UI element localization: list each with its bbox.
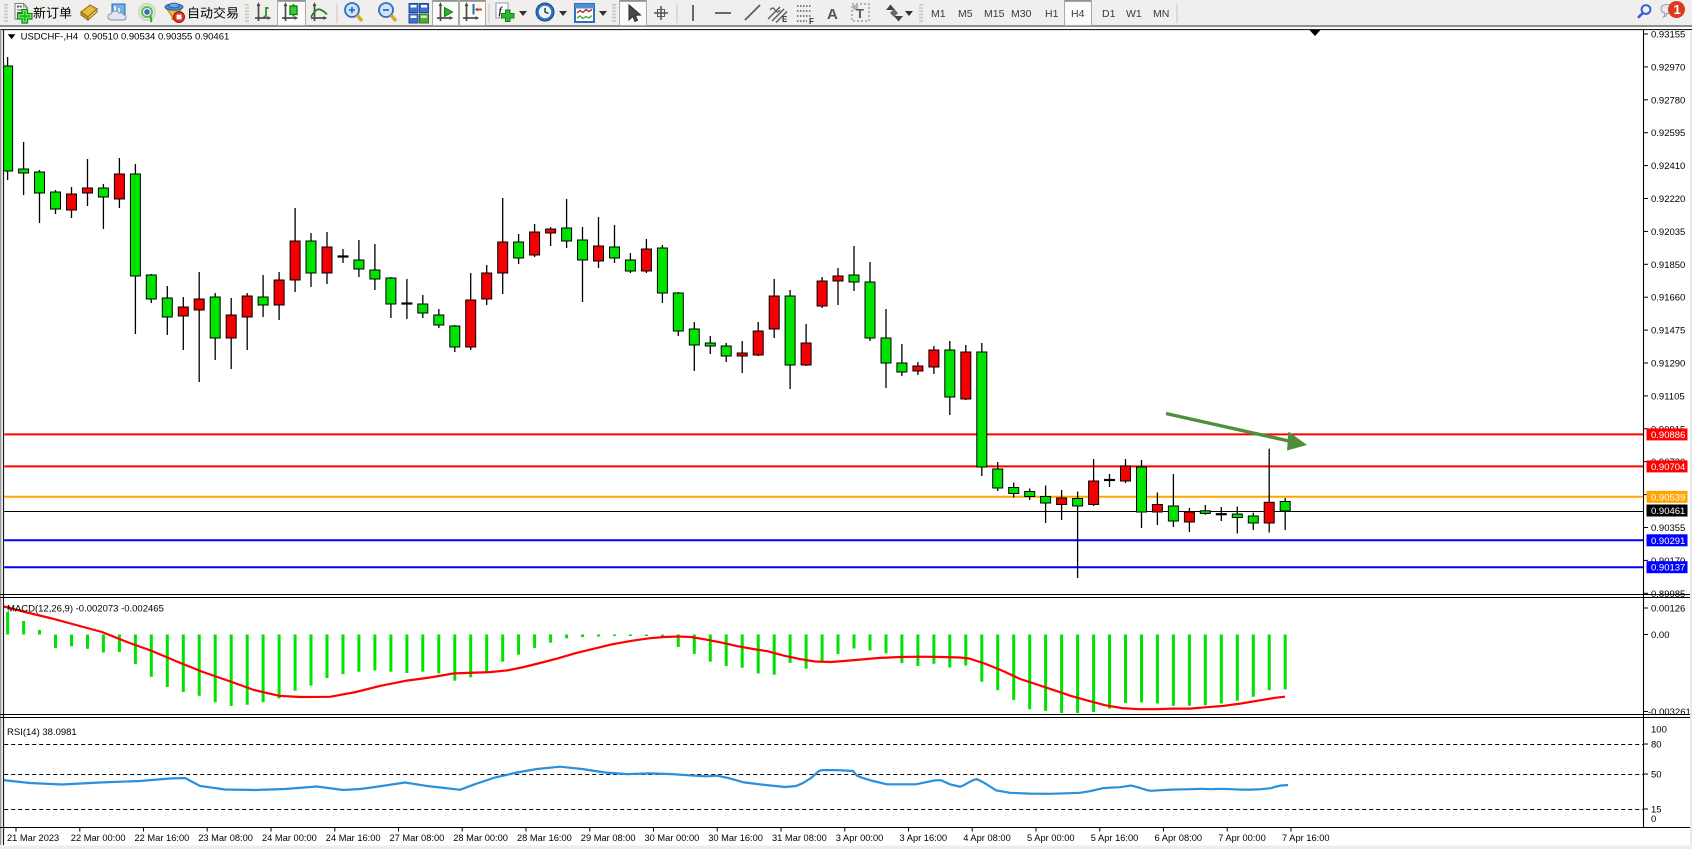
svg-text:0.90355: 0.90355	[1651, 523, 1685, 534]
svg-text:7 Apr 00:00: 7 Apr 00:00	[1218, 833, 1266, 843]
svg-text:f: f	[499, 5, 504, 17]
svg-text:0.90886: 0.90886	[1651, 430, 1685, 441]
svg-text:4 Apr 08:00: 4 Apr 08:00	[963, 833, 1011, 843]
svg-text:3 Apr 16:00: 3 Apr 16:00	[900, 833, 948, 843]
svg-text:0.91290: 0.91290	[1651, 359, 1685, 370]
svg-text:F: F	[809, 17, 814, 26]
svg-text:M15: M15	[984, 8, 1005, 20]
svg-text:D1: D1	[1102, 8, 1116, 20]
svg-text:0.93155: 0.93155	[1651, 30, 1685, 41]
svg-text:22 Mar 16:00: 22 Mar 16:00	[135, 833, 190, 843]
svg-text:USDCHF-,H4: USDCHF-,H4	[21, 32, 79, 43]
svg-text:0.92970: 0.92970	[1651, 62, 1685, 73]
svg-text:H1: H1	[1045, 8, 1059, 20]
svg-text:30 Mar 16:00: 30 Mar 16:00	[708, 833, 763, 843]
svg-text:3 Apr 00:00: 3 Apr 00:00	[836, 833, 884, 843]
svg-text:22 Mar 00:00: 22 Mar 00:00	[71, 833, 126, 843]
svg-text:0.00126: 0.00126	[1651, 604, 1685, 615]
svg-text:0.90539: 0.90539	[1651, 492, 1685, 503]
svg-text:0.92410: 0.92410	[1651, 161, 1685, 172]
svg-text:0: 0	[1651, 814, 1656, 825]
svg-text:A: A	[827, 6, 838, 23]
svg-text:T: T	[856, 6, 864, 21]
svg-text:1: 1	[1674, 2, 1681, 17]
svg-text:100: 100	[1651, 725, 1667, 736]
svg-text:31 Mar 08:00: 31 Mar 08:00	[772, 833, 827, 843]
svg-text:28 Mar 16:00: 28 Mar 16:00	[517, 833, 572, 843]
svg-text:0.92780: 0.92780	[1651, 95, 1685, 106]
svg-text:0.92595: 0.92595	[1651, 128, 1685, 139]
svg-text:MACD(12,26,9) -0.002073 -0.002: MACD(12,26,9) -0.002073 -0.002465	[7, 604, 164, 615]
svg-text:0.90291: 0.90291	[1651, 536, 1685, 547]
svg-text:29 Mar 08:00: 29 Mar 08:00	[581, 833, 636, 843]
svg-text:0.90704: 0.90704	[1651, 462, 1685, 473]
svg-text:0.91105: 0.91105	[1651, 391, 1685, 402]
svg-text:0.90137: 0.90137	[1651, 563, 1685, 574]
svg-text:M5: M5	[958, 8, 973, 20]
svg-text:M30: M30	[1011, 8, 1032, 20]
svg-text:MN: MN	[1153, 8, 1169, 20]
svg-text:24 Mar 00:00: 24 Mar 00:00	[262, 833, 317, 843]
svg-text:H4: H4	[1071, 8, 1085, 20]
svg-text:0.90461: 0.90461	[1651, 506, 1685, 517]
svg-text:7 Apr 16:00: 7 Apr 16:00	[1282, 833, 1330, 843]
svg-text:0.00: 0.00	[1651, 630, 1670, 641]
svg-text:28 Mar 00:00: 28 Mar 00:00	[453, 833, 508, 843]
svg-text:W1: W1	[1126, 8, 1142, 20]
svg-text:0.91475: 0.91475	[1651, 326, 1685, 337]
svg-text:30 Mar 00:00: 30 Mar 00:00	[645, 833, 700, 843]
svg-text:24 Mar 16:00: 24 Mar 16:00	[326, 833, 381, 843]
svg-text:E: E	[782, 15, 788, 24]
svg-text:M1: M1	[931, 8, 946, 20]
svg-text:23 Mar 08:00: 23 Mar 08:00	[198, 833, 253, 843]
svg-text:5 Apr 00:00: 5 Apr 00:00	[1027, 833, 1075, 843]
svg-text:0.92035: 0.92035	[1651, 227, 1685, 238]
svg-text:5 Apr 16:00: 5 Apr 16:00	[1091, 833, 1139, 843]
svg-text:0.92220: 0.92220	[1651, 194, 1685, 205]
svg-text:21 Mar 2023: 21 Mar 2023	[7, 833, 59, 843]
svg-text:0.91660: 0.91660	[1651, 293, 1685, 304]
svg-text:0.91850: 0.91850	[1651, 260, 1685, 271]
svg-text:0.90510 0.90534 0.90355 0.9046: 0.90510 0.90534 0.90355 0.90461	[84, 32, 229, 43]
svg-text:27 Mar 08:00: 27 Mar 08:00	[390, 833, 445, 843]
svg-text:6 Apr 08:00: 6 Apr 08:00	[1155, 833, 1203, 843]
svg-text:50: 50	[1651, 770, 1662, 781]
svg-text:-0.003261: -0.003261	[1648, 707, 1691, 718]
svg-text:15: 15	[1651, 805, 1662, 816]
svg-text:RSI(14) 38.0981: RSI(14) 38.0981	[7, 727, 77, 738]
svg-text:80: 80	[1651, 740, 1662, 751]
